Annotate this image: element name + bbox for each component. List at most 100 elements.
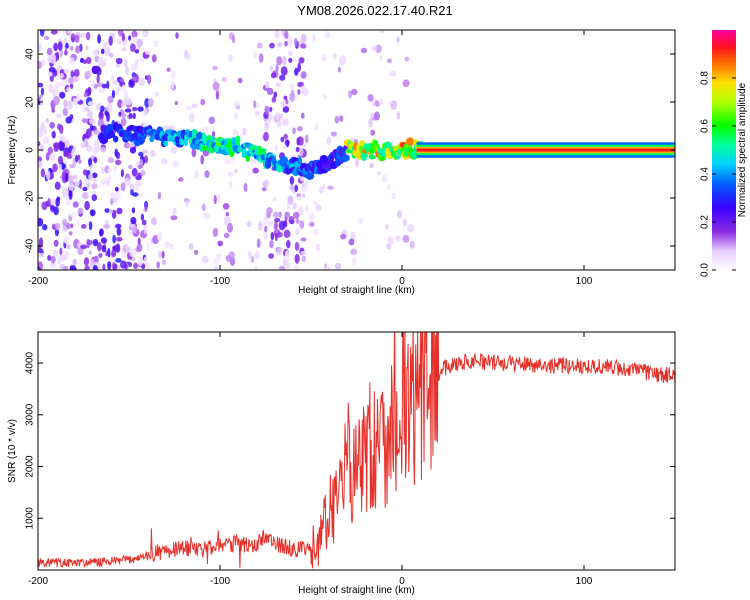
spectrogram-noise-cell — [48, 83, 54, 94]
spectrogram-noise-cell — [376, 170, 381, 176]
spectrogram-noise-cell — [191, 148, 197, 158]
spectrogram-noise-cell — [38, 266, 41, 270]
spectrogram-noise-cell — [53, 86, 58, 96]
spectrogram-noise-cell — [69, 265, 77, 270]
spectrogram-noise-cell — [309, 212, 315, 222]
spectrogram-noise-cell — [45, 118, 49, 123]
spectrogram-noise-cell — [348, 90, 352, 99]
spectrogram-noise-cell — [332, 53, 337, 60]
spectrogram-noise-cell — [93, 83, 98, 89]
spectrogram-noise-cell — [129, 248, 137, 257]
spectrogram-noise-cell — [185, 105, 192, 111]
spectrogram-noise-cell — [289, 184, 294, 191]
spectrogram-noise-cell — [68, 231, 73, 236]
spectrogram-noise-cell — [74, 69, 80, 77]
spectrogram-noise-cell — [60, 185, 64, 190]
spectrogram-noise-cell — [53, 42, 58, 52]
spectrogram-noise-cell — [139, 57, 145, 63]
spectrogram-noise-cell — [154, 91, 160, 97]
spectrogram-noise-cell — [134, 59, 139, 65]
spectrogram-noise-cell — [294, 241, 300, 251]
spectrogram-noise-cell — [254, 266, 258, 270]
spectrogram-noise-cell — [82, 169, 88, 176]
spectrogram-noise-cell — [297, 206, 304, 216]
spectrogram-noise-cell — [351, 88, 358, 96]
spectrogram-noise-cell — [135, 180, 142, 187]
spectrogram-ytick-label: -40 — [25, 238, 36, 253]
spectrogram-noise-cell — [350, 232, 356, 241]
spectrogram-noise-cell — [369, 163, 374, 169]
spectrogram-noise-cell — [107, 261, 112, 270]
spectrogram-noise-cell — [131, 63, 138, 72]
spectrogram-noise-cell — [75, 155, 79, 163]
spectrogram-noise-cell — [93, 156, 98, 164]
spectrogram-noise-cell — [125, 65, 129, 76]
spectrogram-noise-cell — [82, 191, 89, 200]
spectrogram-noise-cell — [79, 179, 82, 189]
spectrogram-noise-cell — [88, 221, 93, 231]
spectrogram-noise-cell — [77, 207, 84, 215]
spectrogram-noise-cell — [88, 173, 94, 181]
spectrogram-noise-cell — [271, 96, 277, 103]
spectrogram-noise-cell — [298, 57, 305, 64]
spectrogram-noise-cell — [120, 102, 126, 108]
spectrogram-noise-cell — [169, 243, 174, 250]
spectrogram-noise-cell — [101, 60, 107, 68]
spectrogram-noise-cell — [294, 253, 300, 264]
spectrogram-noise-cell — [379, 30, 385, 34]
spectrogram-noise-cell — [275, 64, 279, 72]
spectrogram-noise-cell — [107, 95, 114, 104]
spectrogram-noise-cell — [123, 58, 128, 68]
spectrogram-ridge-cell — [405, 137, 415, 146]
spectrogram-noise-cell — [81, 182, 88, 186]
spectrogram-noise-cell — [131, 36, 139, 43]
spectrogram-noise-cell — [67, 30, 72, 34]
spectrogram-noise-cell — [322, 93, 327, 100]
spectrogram-noise-cell — [374, 111, 380, 121]
spectrogram-noise-cell — [283, 133, 289, 140]
spectrogram-noise-cell — [212, 65, 218, 71]
spectrogram-noise-cell — [59, 72, 64, 79]
spectrogram-noise-cell — [86, 145, 93, 152]
spectrogram-noise-cell — [138, 151, 144, 157]
spectrogram-noise-cell — [130, 43, 136, 52]
spectrogram-noise-cell — [67, 175, 74, 183]
spectrogram-noise-cell — [186, 52, 191, 62]
spectrogram-noise-cell — [63, 151, 69, 157]
spectrogram-noise-cell — [129, 146, 137, 154]
spectrogram-noise-cell — [172, 160, 180, 167]
spectrogram-noise-cell — [38, 237, 44, 247]
spectrogram-noise-cell — [86, 128, 92, 138]
spectrogram-noise-cell — [396, 111, 401, 120]
spectrogram-noise-cell — [223, 215, 230, 226]
spectrogram-noise-cell — [97, 34, 101, 44]
spectrogram-ridge-cell — [360, 152, 368, 160]
spectrogram-noise-cell — [136, 38, 143, 48]
spectrogram-noise-cell — [53, 239, 59, 247]
spectrogram-noise-cell — [62, 107, 68, 117]
spectrogram-noise-cell — [170, 69, 176, 80]
spectrogram-noise-cell — [200, 154, 204, 165]
spectrogram-noise-cell — [137, 164, 143, 169]
spectrogram-noise-cell — [334, 115, 340, 124]
spectrogram-noise-cell — [256, 238, 261, 249]
spectrogram-noise-cell — [111, 249, 117, 258]
spectrogram-noise-cell — [114, 186, 119, 192]
spectrogram-noise-cell — [268, 253, 275, 259]
spectrogram-noise-cell — [126, 143, 132, 149]
spectrogram-noise-cell — [113, 164, 118, 172]
spectrogram-noise-cell — [269, 65, 274, 72]
spectrogram-noise-cell — [292, 202, 298, 210]
spectrogram-noise-cell — [276, 120, 282, 128]
spectrogram-noise-cell — [106, 180, 110, 186]
spectrogram-noise-cell — [50, 205, 56, 212]
spectrogram-noise-cell — [100, 237, 107, 244]
spectrogram-noise-cell — [147, 98, 154, 108]
spectrogram-noise-cell — [164, 240, 171, 249]
spectrogram-ridge-cell — [245, 154, 250, 162]
spectrogram-noise-cell — [172, 207, 177, 217]
spectrogram-noise-cell — [194, 249, 199, 255]
spectrogram-noise-cell — [41, 201, 48, 211]
spectrogram-noise-cell — [166, 67, 171, 72]
